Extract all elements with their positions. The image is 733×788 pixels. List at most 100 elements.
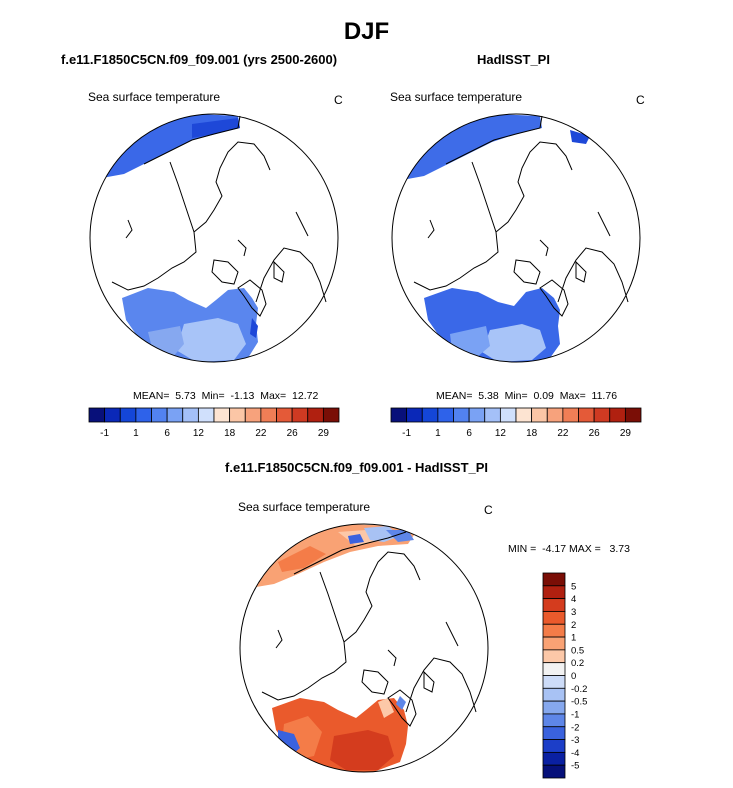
colorbar-box bbox=[546, 407, 564, 423]
colorbar-box bbox=[453, 407, 470, 423]
colorbar-box bbox=[151, 407, 168, 423]
colorbar-tick-label: 5 bbox=[571, 581, 576, 592]
colorbar-tick-label: -1 bbox=[100, 428, 109, 439]
colorbar-tick-label: 26 bbox=[589, 428, 601, 439]
colorbar-tick-label: 6 bbox=[466, 428, 472, 439]
colorbar-tick-label: -0.2 bbox=[571, 684, 587, 695]
colorbar-box bbox=[542, 675, 566, 689]
panel3-title: f.e11.F1850C5CN.f09_f09.001 - HadISST_PI bbox=[225, 460, 489, 475]
panel2-map bbox=[391, 113, 641, 363]
colorbar-box bbox=[406, 407, 423, 423]
panel2-variable: Sea surface temperature bbox=[390, 90, 523, 104]
colorbar-box bbox=[484, 407, 501, 423]
colorbar-box bbox=[260, 407, 277, 423]
colorbar-box bbox=[182, 407, 199, 423]
panel2-colorbar: -1 1 6 12 18 22 26 29 bbox=[390, 407, 642, 439]
panel3-map bbox=[239, 523, 489, 773]
colorbar-tick-label: 26 bbox=[287, 428, 299, 439]
panel2-title: HadISST_PI bbox=[477, 52, 550, 67]
colorbar-box bbox=[307, 407, 324, 423]
p2-map-border bbox=[391, 113, 641, 363]
colorbar-box bbox=[135, 407, 152, 423]
colorbar-box bbox=[390, 407, 408, 423]
p1-map-border bbox=[89, 113, 339, 363]
colorbar-box bbox=[542, 572, 566, 587]
colorbar-tick-label: -1 bbox=[402, 428, 411, 439]
colorbar-box bbox=[542, 764, 566, 779]
p3-map-border bbox=[239, 523, 489, 773]
colorbar-tick-label: -5 bbox=[571, 761, 579, 772]
colorbar-box bbox=[515, 407, 533, 423]
p1-pacific-sst-cold bbox=[192, 118, 240, 138]
colorbar-tick-label: -3 bbox=[571, 735, 579, 746]
colorbar-box bbox=[578, 407, 595, 423]
p3-coastlines bbox=[261, 531, 477, 727]
colorbar-box bbox=[542, 662, 566, 676]
p1-coastlines bbox=[111, 115, 327, 317]
colorbar-box bbox=[542, 623, 566, 638]
colorbar-tick-label: 6 bbox=[164, 428, 170, 439]
colorbar-box bbox=[88, 407, 106, 423]
colorbar-tick-label: -0.5 bbox=[571, 697, 587, 708]
panel3-stats: MIN = -4.17 MAX = 3.73 bbox=[508, 543, 630, 555]
colorbar-tick-label: 22 bbox=[255, 428, 267, 439]
colorbar-box bbox=[542, 611, 566, 625]
colorbar-box bbox=[499, 407, 517, 423]
panel1-stats: MEAN= 5.73 Min= -1.13 Max= 12.72 bbox=[133, 390, 319, 402]
colorbar-tick-label: 18 bbox=[526, 428, 538, 439]
colorbar-box bbox=[166, 407, 184, 423]
colorbar-box bbox=[542, 713, 566, 728]
colorbar-tick-label: 29 bbox=[318, 428, 330, 439]
colorbar-box bbox=[276, 407, 293, 423]
colorbar-box bbox=[624, 407, 642, 423]
colorbar-box bbox=[197, 407, 215, 423]
panel3-unit: C bbox=[484, 503, 493, 517]
panel2-unit: C bbox=[636, 93, 645, 107]
colorbar-tick-label: 1 bbox=[571, 633, 576, 644]
colorbar-box bbox=[609, 407, 626, 423]
colorbar-box bbox=[421, 407, 439, 423]
colorbar-box bbox=[542, 598, 566, 612]
panel1-colorbar: -1 1 6 12 18 22 26 29 bbox=[88, 407, 340, 439]
colorbar-box bbox=[542, 687, 566, 702]
figure-title: DJF bbox=[343, 18, 390, 45]
colorbar-box bbox=[542, 739, 566, 753]
colorbar-tick-label: 0.5 bbox=[571, 645, 584, 656]
colorbar-tick-label: 1 bbox=[435, 428, 441, 439]
colorbar-box bbox=[542, 700, 566, 715]
colorbar-box bbox=[542, 636, 566, 651]
colorbar-tick-label: -2 bbox=[571, 722, 579, 733]
colorbar-box bbox=[291, 407, 309, 423]
panel1-unit: C bbox=[334, 93, 343, 107]
colorbar-tick-label: 2 bbox=[571, 620, 576, 631]
colorbar-box bbox=[119, 407, 137, 423]
p1-atlantic-sst-warm bbox=[176, 318, 246, 362]
colorbar-box bbox=[244, 407, 262, 423]
colorbar-box bbox=[437, 407, 454, 423]
panel1-variable: Sea surface temperature bbox=[88, 90, 221, 104]
colorbar-tick-label: 0.2 bbox=[571, 658, 584, 669]
colorbar-box bbox=[468, 407, 486, 423]
colorbar-tick-label: -1 bbox=[571, 709, 579, 720]
colorbar-box bbox=[213, 407, 231, 423]
colorbar-tick-label: 12 bbox=[193, 428, 205, 439]
colorbar-tick-label: 0 bbox=[571, 671, 576, 682]
colorbar-tick-label: 29 bbox=[620, 428, 632, 439]
colorbar-box bbox=[322, 407, 340, 423]
panel3-colorbar: 5 4 3 2 10.5 0.2 0 -0.2 -0.5-1 -2 -3 -4 -5 bbox=[542, 572, 587, 779]
colorbar-box bbox=[542, 585, 566, 600]
panel1-title: f.e11.F1850C5CN.f09_f09.001 (yrs 2500-26… bbox=[61, 52, 338, 67]
colorbar-tick-label: 4 bbox=[571, 594, 576, 605]
panel3-variable: Sea surface temperature bbox=[238, 500, 371, 514]
colorbar-box bbox=[593, 407, 611, 423]
colorbar-tick-label: 12 bbox=[495, 428, 507, 439]
colorbar-tick-label: 22 bbox=[557, 428, 569, 439]
panel1-map bbox=[89, 113, 339, 363]
colorbar-box bbox=[531, 407, 548, 423]
colorbar-box bbox=[104, 407, 121, 423]
p2-atlantic-sst-warm bbox=[482, 324, 546, 362]
p2-coastlines bbox=[413, 115, 629, 317]
colorbar-tick-label: -4 bbox=[571, 748, 579, 759]
colorbar-box bbox=[229, 407, 246, 423]
panel2-stats: MEAN= 5.38 Min= 0.09 Max= 11.76 bbox=[436, 390, 618, 402]
